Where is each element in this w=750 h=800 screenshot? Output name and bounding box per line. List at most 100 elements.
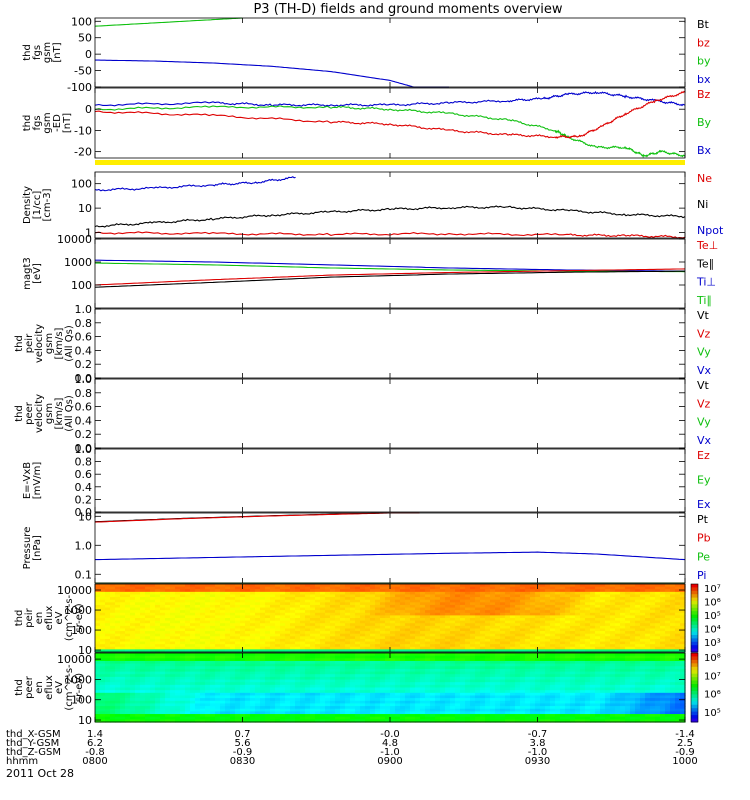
spectrogram-cell — [155, 711, 161, 715]
spectrogram-cell — [160, 610, 166, 614]
spectrogram-cell — [115, 641, 121, 645]
spectrogram-cell — [165, 692, 171, 697]
spectrogram-cell — [540, 638, 546, 643]
spectrogram-cell — [635, 597, 641, 601]
y-tick-label: 0.8 — [75, 387, 93, 400]
spectrogram-cell — [395, 589, 401, 593]
spectrogram-cell — [245, 602, 251, 606]
spectrogram-cell — [385, 604, 391, 609]
spectrogram-cell — [160, 692, 166, 697]
spectrogram-cell — [175, 641, 181, 645]
spectrogram-cell — [345, 698, 351, 702]
spectrogram-cell — [125, 625, 131, 630]
spectrogram-cell — [235, 599, 241, 603]
spectrogram-cell — [100, 663, 106, 667]
spectrogram-cell — [260, 703, 266, 707]
spectrogram-cell — [250, 602, 256, 606]
spectrogram-cell — [270, 597, 276, 601]
spectrogram-cell — [310, 584, 316, 588]
spectrogram-cell — [595, 620, 601, 624]
spectrogram-cell — [300, 631, 306, 635]
spectrogram-cell — [315, 638, 321, 643]
spectrogram-cell — [255, 690, 261, 694]
spectrogram-cell — [230, 655, 236, 659]
spectrogram-cell — [480, 620, 486, 624]
spectrogram-cell — [465, 584, 471, 588]
spectrogram-cell — [665, 602, 671, 606]
spectrogram-cell — [615, 646, 621, 650]
spectrogram-cell — [95, 711, 101, 715]
spectrogram-cell — [360, 682, 366, 686]
spectrogram-cell — [545, 604, 551, 609]
spectrogram-cell — [185, 653, 191, 657]
spectrogram-cell — [120, 612, 126, 616]
spectrogram-cell — [95, 631, 101, 635]
spectrogram-cell — [285, 641, 291, 645]
spectrogram-cell — [105, 660, 111, 665]
spectrogram-cell — [185, 719, 191, 723]
spectrogram-cell — [180, 615, 186, 619]
spectrogram-cell — [425, 644, 431, 648]
spectrogram-cell — [240, 671, 246, 675]
spectrogram-cell — [135, 676, 141, 681]
spectrogram-cell — [315, 711, 321, 715]
spectrogram-cell — [520, 599, 526, 603]
spectrogram-cell — [670, 641, 676, 645]
spectrogram-cell — [105, 687, 111, 691]
spectrogram-cell — [220, 655, 226, 659]
legend-Ez: Ez — [697, 449, 710, 462]
spectrogram-cell — [210, 682, 216, 686]
spectrogram-cell — [185, 644, 191, 648]
spectrogram-cell — [105, 602, 111, 606]
spectrogram-cell — [675, 604, 681, 609]
spectrogram-cell — [235, 703, 241, 707]
spectrogram-cell — [285, 679, 291, 683]
spectrogram-cell — [465, 631, 471, 635]
spectrogram-cell — [95, 597, 101, 601]
spectrogram-cell — [215, 716, 221, 720]
spectrogram-cell — [175, 660, 181, 665]
spectrogram-cell — [360, 597, 366, 601]
spectrogram-cell — [260, 646, 266, 650]
spectrogram-cell — [280, 628, 286, 632]
legend-Ey: Ey — [697, 474, 711, 487]
spectrogram-cell — [170, 638, 176, 643]
spectrogram-cell — [305, 700, 311, 705]
spectrogram-cell — [345, 690, 351, 694]
spectrogram-cell — [260, 623, 266, 627]
spectrogram-cell — [135, 589, 141, 593]
spectrogram-cell — [280, 687, 286, 691]
spectrogram-cell — [175, 649, 181, 653]
spectrogram-cell — [285, 625, 291, 630]
spectrogram-cell — [365, 638, 371, 643]
spectrogram-cell — [555, 623, 561, 627]
spectrogram-cell — [550, 644, 556, 648]
spectrogram-cell — [585, 602, 591, 606]
spectrogram-cell — [335, 602, 341, 606]
spectrogram-cell — [355, 714, 361, 718]
spectrogram-cell — [105, 692, 111, 697]
spectrogram-cell — [535, 610, 541, 614]
spectrogram-cell — [100, 668, 106, 673]
spectrogram-cell — [225, 599, 231, 603]
spectrogram-cell — [130, 612, 136, 616]
spectrogram-cell — [115, 658, 121, 662]
spectrogram-cell — [320, 653, 326, 657]
spectrogram-cell — [210, 695, 216, 699]
spectrogram-cell — [125, 649, 131, 653]
spectrogram-cell — [120, 660, 126, 665]
spectrogram-cell — [325, 714, 331, 718]
spectrogram-cell — [410, 615, 416, 619]
spectrogram-cell — [95, 610, 101, 614]
spectrogram-cell — [190, 615, 196, 619]
spectrogram-cell — [120, 698, 126, 702]
legend-Ex: Ex — [697, 498, 711, 511]
spectrogram-cell — [320, 692, 326, 697]
spectrogram-cell — [115, 695, 121, 699]
spectrogram-cell — [305, 589, 311, 593]
spectrogram-cell — [545, 636, 551, 640]
spectrogram-cell — [145, 623, 151, 627]
spectrogram-cell — [560, 610, 566, 614]
spectrogram-cell — [200, 719, 206, 723]
spectrogram-cell — [385, 668, 391, 673]
